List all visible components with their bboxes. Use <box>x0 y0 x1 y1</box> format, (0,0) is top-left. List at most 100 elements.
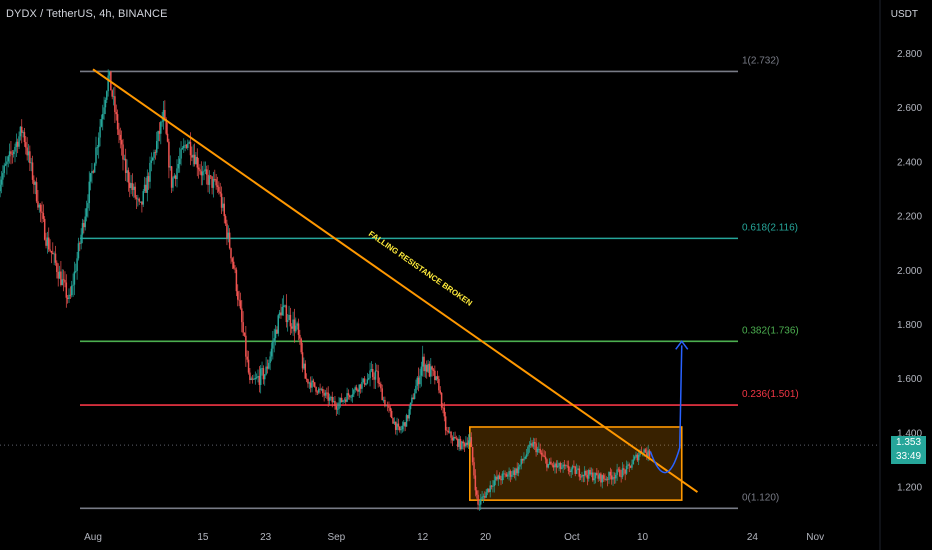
candle <box>145 177 147 194</box>
candle <box>376 364 378 372</box>
candle-body <box>435 376 437 381</box>
candle <box>142 189 144 208</box>
candle <box>238 290 240 307</box>
candle-body <box>416 377 419 386</box>
candle <box>99 119 101 147</box>
candle <box>129 172 131 198</box>
candle <box>397 418 400 431</box>
candle <box>588 468 590 482</box>
symbol-title[interactable]: DYDX / TetherUS, 4h, BINANCE <box>6 8 168 20</box>
candle-body <box>8 151 11 157</box>
x-axis[interactable]: Aug 15 23 Sep 12 20 Oct 10 24 Nov <box>84 532 824 543</box>
candle <box>274 324 277 346</box>
candle-body <box>376 370 378 372</box>
candle-body <box>29 151 31 164</box>
x-tick-label: Oct <box>564 532 580 543</box>
candle <box>334 396 336 410</box>
candle <box>224 214 227 226</box>
candle <box>180 141 182 166</box>
candle-body <box>65 282 68 298</box>
candle-body <box>31 162 34 180</box>
candle-body <box>254 378 257 380</box>
candle <box>139 201 142 204</box>
candle-body <box>30 162 32 164</box>
candle <box>18 131 20 149</box>
candle-body <box>579 476 582 478</box>
candle-body <box>328 397 331 401</box>
candle-body <box>547 463 549 468</box>
candle-body <box>183 145 185 149</box>
candle <box>29 145 31 171</box>
candle <box>430 358 432 385</box>
candle <box>234 265 236 274</box>
candle-body <box>353 389 355 395</box>
candle-body <box>158 131 161 134</box>
candle-body <box>259 368 262 385</box>
candle-body <box>602 475 605 479</box>
candle-body <box>165 119 167 134</box>
candle-body <box>234 268 236 270</box>
candle <box>134 182 136 200</box>
candle-body <box>361 382 363 389</box>
y-axis[interactable]: 2.800 2.600 2.400 2.200 2.000 1.800 1.600 1.400… <box>897 49 922 494</box>
candlestick-series <box>0 69 651 511</box>
x-tick-label: 20 <box>480 532 492 543</box>
candle-body <box>439 390 441 393</box>
candle <box>477 490 479 511</box>
candle-body <box>107 75 109 92</box>
candle <box>318 387 320 395</box>
candle <box>97 132 100 159</box>
candle-body <box>635 454 637 457</box>
candle-body <box>470 437 473 448</box>
candle <box>525 449 528 459</box>
candle-body <box>625 465 628 474</box>
candle-body <box>316 391 319 393</box>
candle-body <box>81 223 84 235</box>
candle <box>403 419 405 432</box>
candle-body <box>173 175 176 179</box>
candle-body <box>272 341 274 349</box>
candle-body <box>112 96 115 98</box>
candle-body <box>477 494 479 505</box>
candle-body <box>50 250 53 253</box>
candle <box>85 200 88 222</box>
candle <box>4 156 7 167</box>
candle-body <box>467 440 470 445</box>
candle <box>34 180 36 195</box>
candle-body <box>372 369 374 377</box>
trendline-label: FALLING RESISTANCE BROKEN <box>367 229 474 308</box>
candle-body <box>571 466 574 470</box>
candle-body <box>39 204 42 212</box>
candle <box>176 159 178 188</box>
candle <box>170 165 173 194</box>
candle <box>338 396 340 415</box>
candle <box>427 359 429 374</box>
candle <box>8 143 11 164</box>
candle <box>619 466 621 477</box>
candle-body <box>305 378 308 380</box>
candle-body <box>188 141 190 144</box>
candle-body <box>119 134 122 141</box>
candle <box>251 375 254 384</box>
candle <box>424 363 427 378</box>
candle <box>390 408 393 419</box>
candle <box>61 269 63 286</box>
candle-body <box>37 201 39 208</box>
candle <box>543 450 545 458</box>
candle-body <box>108 71 111 76</box>
candle <box>219 182 221 197</box>
candle-body <box>594 472 597 479</box>
candle <box>146 169 149 202</box>
candle-body <box>58 271 61 279</box>
candle-body <box>633 456 636 460</box>
candle-body <box>389 407 392 411</box>
candle <box>31 155 34 184</box>
candle <box>381 384 383 401</box>
candle <box>261 361 263 376</box>
candle-body <box>296 323 298 326</box>
candle <box>169 155 171 171</box>
candle-body <box>450 431 452 438</box>
candle <box>550 457 552 465</box>
candle <box>438 375 440 394</box>
